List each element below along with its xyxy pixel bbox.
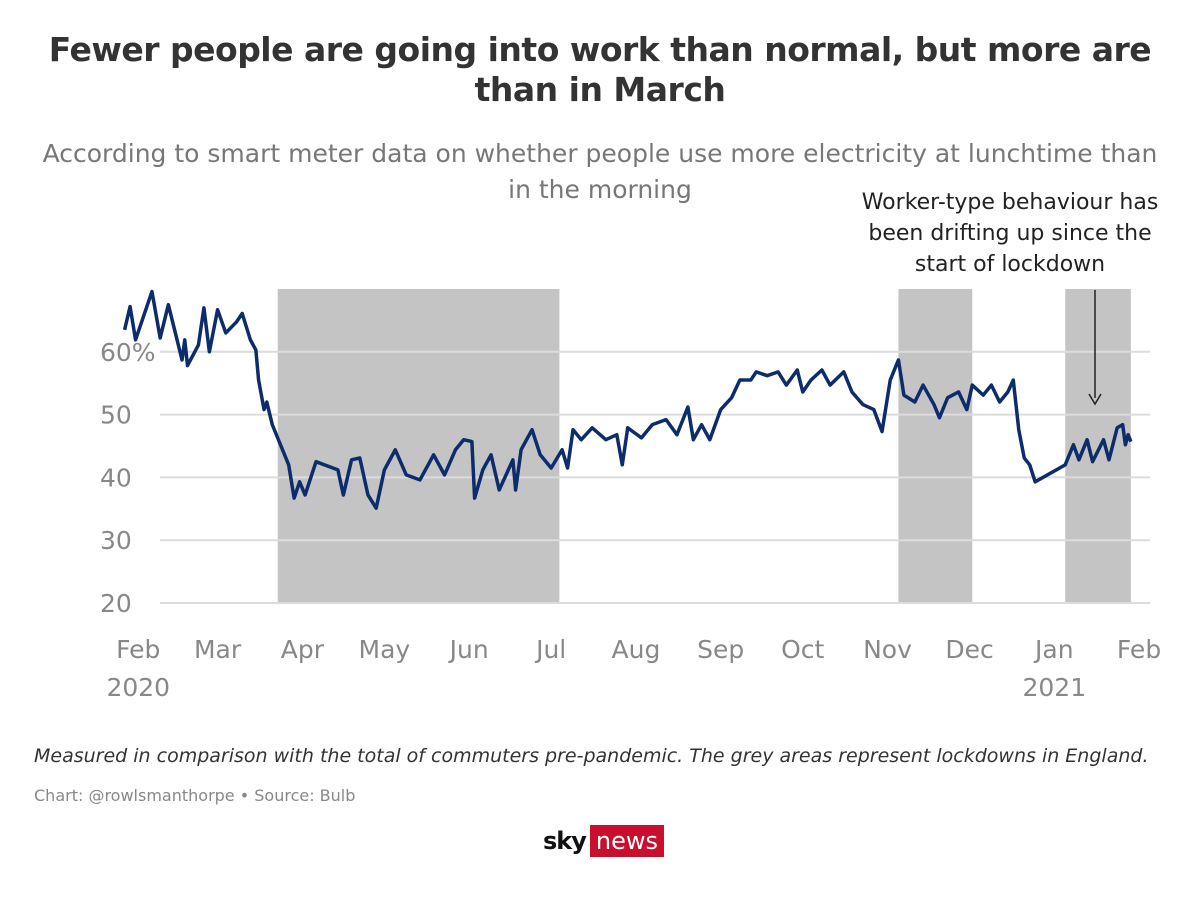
lockdown-band — [1065, 289, 1131, 603]
line-layer — [122, 289, 1133, 510]
lockdown-layer — [277, 289, 1131, 603]
x-tick-label-line: May — [359, 635, 411, 664]
chart-subtitle: According to smart meter data on whether… — [42, 139, 1158, 204]
chart: 20 30 40 50 60% Feb 2020 Mar Apr May Jun Jul Aug Sep O… — [100, 289, 1161, 702]
x-tick-label-line: Mar — [194, 635, 242, 664]
x-tick-label-line: 2020 — [106, 673, 170, 702]
x-tick-label: Dec — [945, 635, 993, 664]
x-tick-label: Feb 2020 — [106, 635, 170, 702]
source: Chart: @rowlsmanthorpe • Source: Bulb — [34, 786, 356, 805]
x-tick-label: Jun — [448, 635, 489, 664]
x-tick-label: May — [359, 635, 411, 664]
x-tick-label-line: Dec — [945, 635, 993, 664]
annotation: Worker-type behaviour has been drifting … — [861, 190, 1159, 277]
x-tick-label-line: Sep — [697, 635, 744, 664]
x-tick-label-line: Feb — [1117, 635, 1161, 664]
x-tick-label: Aug — [612, 635, 661, 664]
x-tick-label: Feb — [1117, 635, 1161, 664]
annotation-arrowhead — [1088, 393, 1102, 406]
x-tick-label: Oct — [781, 635, 824, 664]
x-tick-label-line: 2021 — [1022, 673, 1086, 702]
x-tick-label-line: Feb — [116, 635, 160, 664]
x-tick-label-line: Jan — [1033, 635, 1074, 664]
lockdown-band — [898, 289, 973, 603]
x-tick-label: Jan 2021 — [1022, 635, 1086, 702]
y-tick-label: 60% — [100, 338, 156, 367]
x-tick-label-line: Oct — [781, 635, 824, 664]
x-tick-label-line: Aug — [612, 635, 661, 664]
x-tick-label-line: Apr — [281, 635, 325, 664]
x-tick-label: Apr — [281, 635, 325, 664]
data-line — [122, 289, 1133, 510]
chart-title: Fewer people are going into work than no… — [48, 30, 1152, 109]
y-tick-label: 30 — [100, 526, 132, 555]
logo: sky news — [543, 825, 664, 857]
y-tick-label: 40 — [100, 463, 132, 492]
logo-news: news — [589, 825, 664, 857]
lockdown-band — [277, 289, 560, 603]
x-tick-label: Mar — [194, 635, 242, 664]
x-tick-label: Sep — [697, 635, 744, 664]
y-tick-label: 20 — [100, 589, 132, 618]
x-tick-label: Jul — [534, 635, 566, 664]
x-tick-label-line: Jun — [448, 635, 489, 664]
y-tick-label: 50 — [100, 401, 132, 430]
footnote: Measured in comparison with the total of… — [34, 745, 1149, 767]
x-tick-label-line: Jul — [534, 635, 566, 664]
x-tick-label: Nov — [863, 635, 912, 664]
grid-layer: 20 30 40 50 60% Feb 2020 Mar Apr May Jun Jul Aug Sep O… — [100, 338, 1161, 702]
x-tick-label-line: Nov — [863, 635, 912, 664]
logo-sky: sky — [543, 827, 587, 855]
